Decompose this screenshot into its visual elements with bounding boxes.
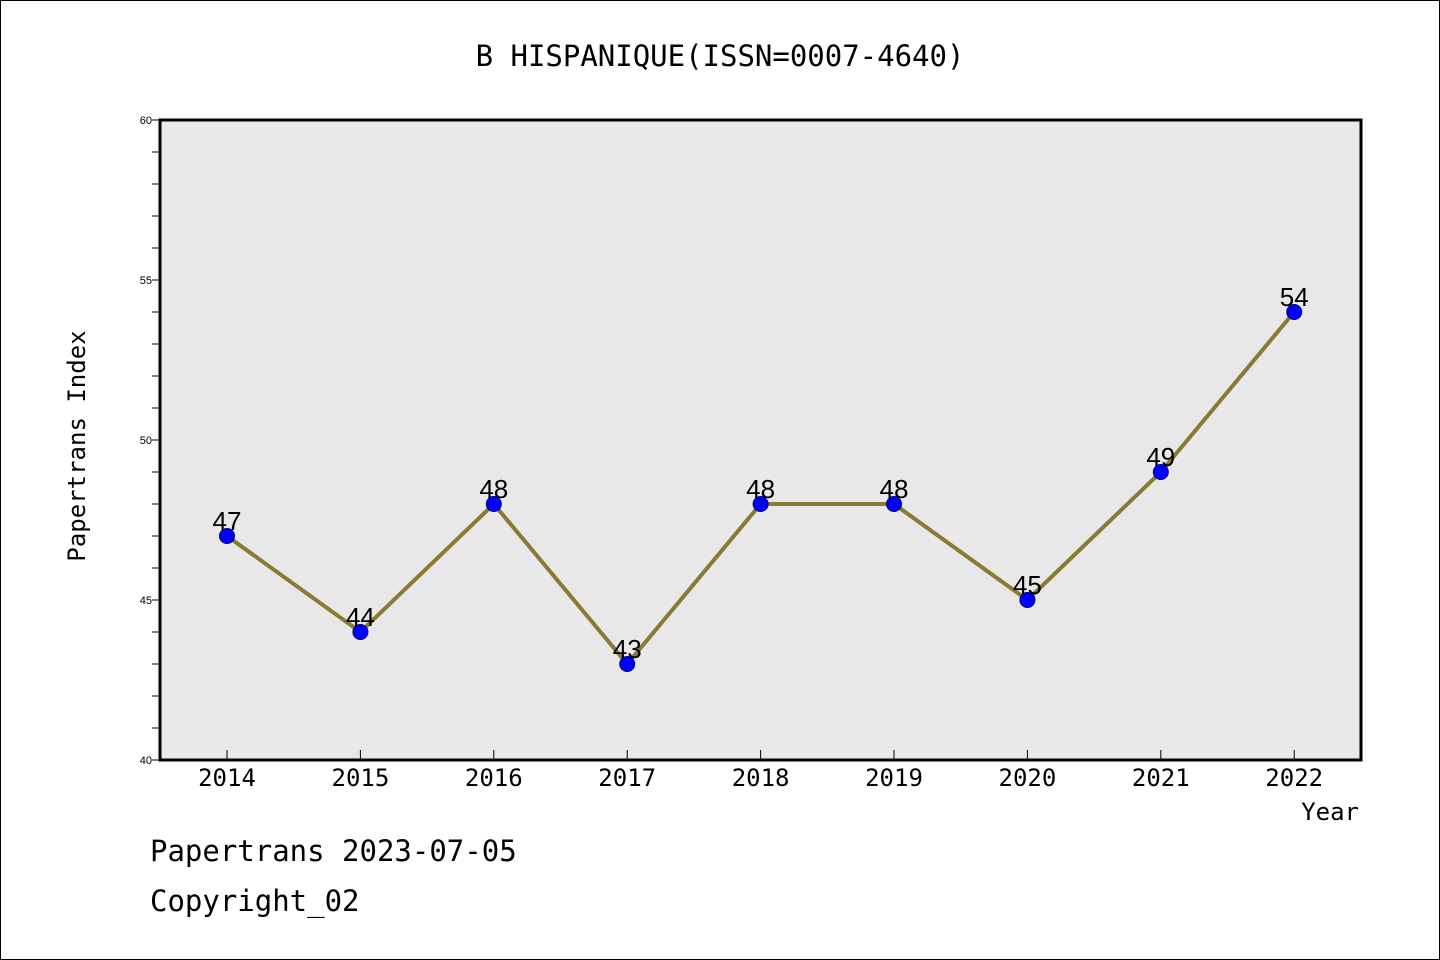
- y-tick-label: 40: [140, 755, 152, 767]
- series-markers: [219, 304, 1303, 672]
- data-label: 48: [880, 474, 909, 504]
- data-label: 45: [1013, 570, 1042, 600]
- x-axis-label: Year: [1301, 798, 1359, 826]
- x-tick-label: 2016: [465, 764, 523, 792]
- x-tick-label: 2021: [1132, 764, 1190, 792]
- x-axis-ticks: 2014 2015 2016 2017 2018 2019 2020 2021 2022: [198, 750, 1323, 792]
- data-label: 43: [613, 634, 642, 664]
- x-tick-label: 2022: [1265, 764, 1323, 792]
- data-point: [352, 624, 369, 640]
- data-label: 48: [479, 474, 508, 504]
- y-tick-label: 45: [140, 595, 152, 607]
- data-label: 44: [346, 602, 375, 632]
- x-tick-label: 2019: [865, 764, 923, 792]
- x-tick-label: 2015: [332, 764, 390, 792]
- x-tick-label: 2018: [732, 764, 790, 792]
- y-axis-label: Papertrans Index: [63, 330, 91, 561]
- chart-title: B HISPANIQUE(ISSN=0007-4640): [476, 39, 965, 73]
- y-tick-label: 55: [140, 275, 152, 287]
- data-label: 48: [746, 474, 775, 504]
- data-label: 49: [1146, 442, 1175, 472]
- data-label: 54: [1280, 282, 1309, 312]
- y-tick-label: 60: [140, 115, 152, 127]
- data-label: 47: [213, 506, 242, 536]
- data-point: [619, 656, 636, 672]
- data-point: [1286, 304, 1303, 320]
- x-tick-label: 2017: [598, 764, 656, 792]
- data-point: [1019, 592, 1036, 608]
- data-labels: 47 44 48 43 48 48 45 49 54: [213, 282, 1309, 664]
- plot-area: [158, 118, 1363, 762]
- data-point: [219, 528, 235, 544]
- footer-date: Papertrans 2023-07-05: [150, 834, 517, 868]
- y-axis-ticks: 40 45 50 55 60: [140, 115, 160, 767]
- y-tick-label: 50: [140, 435, 152, 447]
- data-point: [1152, 464, 1169, 480]
- data-point: [886, 496, 902, 512]
- data-point: [485, 496, 502, 512]
- footer-copyright: Copyright_02: [150, 884, 360, 918]
- x-tick-label: 2014: [198, 764, 256, 792]
- x-tick-label: 2020: [999, 764, 1057, 792]
- data-point: [752, 496, 769, 512]
